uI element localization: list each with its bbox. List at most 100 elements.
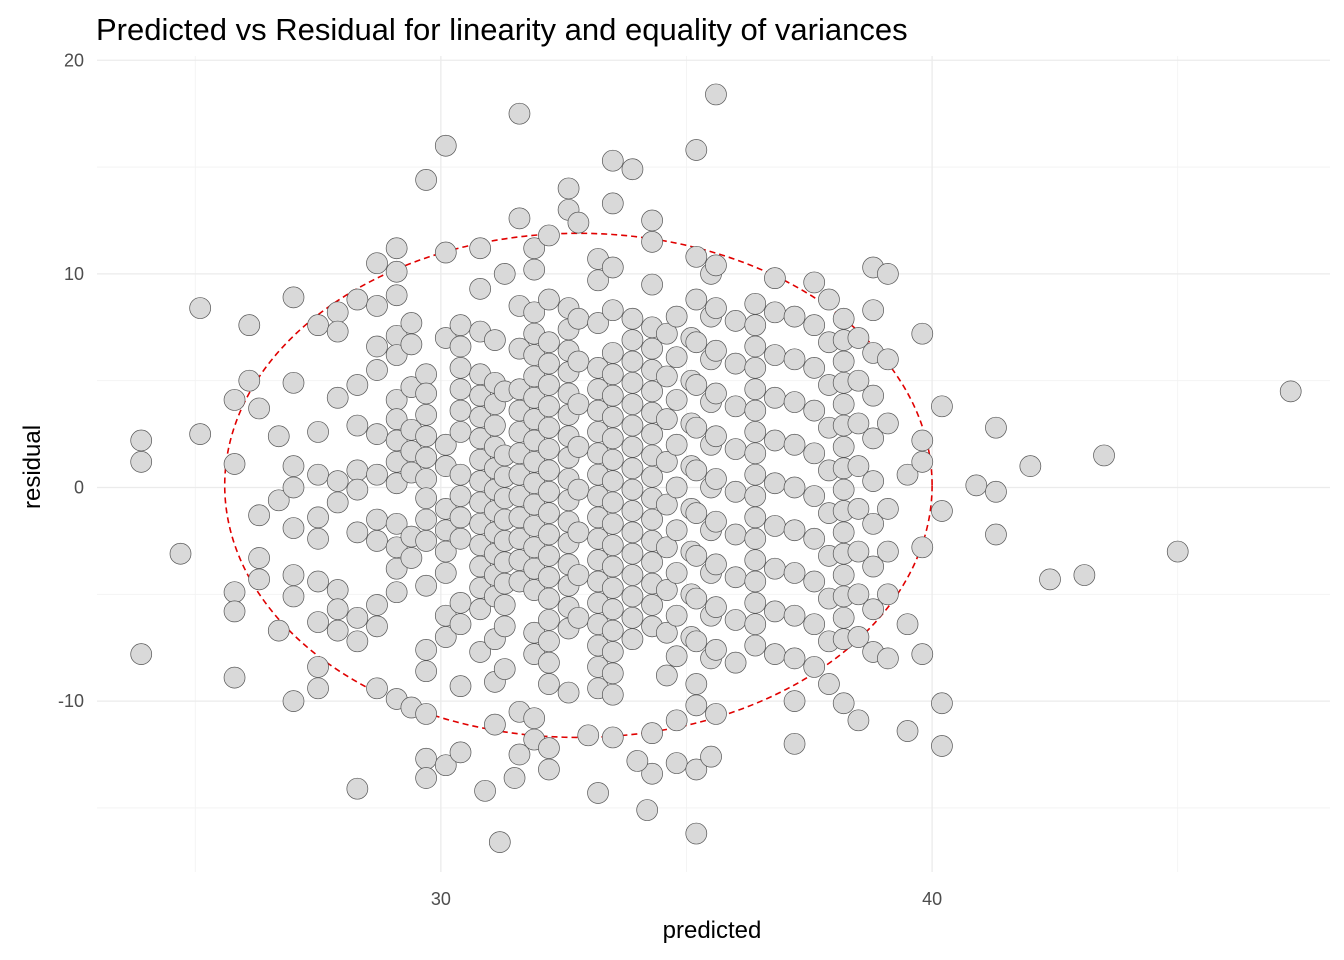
data-point (449, 613, 472, 636)
data-point (385, 512, 408, 535)
data-point (326, 301, 349, 324)
data-point (538, 438, 560, 460)
data-point (685, 502, 708, 524)
data-point (567, 436, 590, 458)
data-point (449, 378, 472, 401)
data-point (877, 348, 899, 371)
data-point (847, 455, 870, 477)
data-point (705, 83, 727, 106)
data-point (449, 399, 472, 422)
data-point (469, 598, 492, 621)
data-point (601, 555, 624, 578)
data-point (238, 369, 261, 392)
data-point (366, 594, 388, 616)
data-point (385, 581, 408, 604)
data-point (366, 508, 388, 531)
data-point (665, 389, 688, 411)
data-point (248, 547, 270, 569)
data-point (1019, 455, 1042, 477)
data-point (346, 521, 369, 544)
data-point (538, 224, 560, 247)
data-point (911, 322, 934, 345)
data-point (783, 391, 806, 413)
data-point (366, 359, 388, 381)
data-point (538, 609, 560, 631)
data-point (567, 564, 590, 586)
data-point (493, 263, 516, 285)
data-point (601, 683, 624, 706)
data-point (346, 777, 369, 800)
data-point (282, 564, 305, 586)
data-point (621, 371, 644, 394)
data-point (665, 752, 688, 774)
data-point (764, 557, 786, 580)
data-point (621, 628, 644, 651)
data-point (744, 314, 767, 337)
data-point (434, 433, 457, 456)
data-point (621, 521, 644, 544)
data-point (538, 651, 560, 674)
data-point (832, 692, 855, 715)
data-point (621, 393, 644, 416)
data-point (307, 570, 329, 593)
data-point (307, 677, 329, 700)
data-point (847, 327, 870, 349)
data-point (705, 553, 727, 576)
data-point (346, 288, 369, 311)
data-point (601, 577, 624, 599)
data-point (685, 139, 708, 161)
data-point (705, 703, 727, 725)
data-point (601, 299, 624, 322)
data-point (366, 335, 388, 358)
data-point (665, 562, 688, 584)
data-point (965, 474, 988, 497)
data-point (449, 675, 472, 698)
data-point (385, 557, 408, 580)
data-point (744, 421, 767, 443)
data-point (685, 374, 708, 396)
data-point (307, 611, 329, 633)
data-point (415, 767, 437, 789)
data-point (803, 357, 826, 379)
data-point (248, 397, 270, 420)
data-point (385, 451, 408, 473)
data-point (724, 566, 747, 589)
data-point (415, 446, 437, 469)
data-point (665, 305, 688, 328)
data-point (601, 641, 624, 663)
data-point (744, 378, 767, 401)
data-point (434, 540, 457, 563)
data-point (523, 301, 546, 324)
data-point (567, 393, 590, 416)
data-point (744, 463, 767, 486)
data-point (832, 478, 855, 501)
data-point (493, 594, 516, 616)
data-point (385, 429, 408, 452)
data-point (326, 598, 349, 621)
data-point (346, 478, 369, 501)
data-point (538, 737, 560, 759)
data-point (685, 673, 708, 695)
data-point (415, 468, 437, 490)
data-point (587, 782, 609, 804)
data-point (803, 271, 826, 294)
data-point (449, 335, 472, 358)
data-point (832, 393, 855, 416)
data-point (601, 149, 624, 172)
data-point (385, 260, 408, 283)
data-point (248, 504, 270, 527)
data-point (601, 384, 624, 407)
data-point (685, 545, 708, 567)
data-point (877, 412, 899, 435)
data-point (803, 613, 826, 636)
data-point (484, 414, 506, 437)
data-point (641, 551, 663, 574)
data-point (282, 690, 305, 712)
data-point (587, 312, 609, 334)
data-point (803, 314, 826, 337)
data-point (724, 651, 747, 674)
data-point (130, 451, 153, 473)
data-point (744, 399, 767, 422)
data-point (818, 673, 840, 695)
x-tick-label: 40 (922, 889, 942, 909)
